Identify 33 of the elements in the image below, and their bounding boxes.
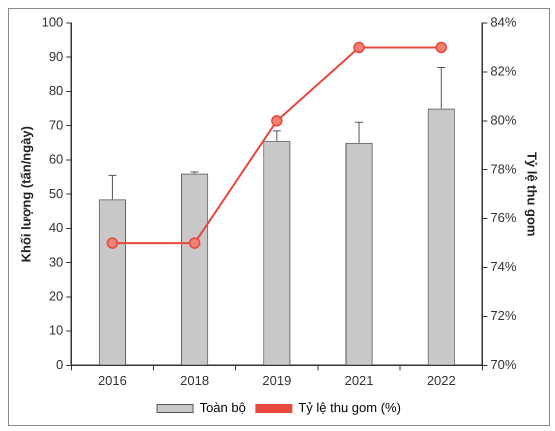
y2-tick-label: 76% (490, 210, 517, 226)
y2-tick-label: 84% (490, 14, 517, 30)
legend-label: Tỷ lệ thu gom (%) (298, 400, 401, 416)
y2-tick-label: 78% (490, 161, 517, 176)
x-tick-label: 2016 (98, 372, 127, 388)
y-tick-label: 0 (56, 356, 64, 372)
y2-axis-title: Tỷ lệ thu gom (524, 152, 540, 236)
y-tick-label: 70 (48, 117, 64, 132)
y-tick-label: 40 (48, 220, 64, 236)
x-tick-label: 2022 (426, 372, 456, 388)
point (436, 42, 448, 54)
x-tick-label: 2018 (180, 372, 210, 388)
y2-tick-label: 72% (490, 308, 517, 324)
y2-tick-label: 82% (490, 63, 517, 78)
legend-label: Toàn bộ (200, 400, 246, 416)
point (188, 237, 200, 249)
y-axis-title: Khối lượng (tấn/ngày) (18, 126, 34, 262)
point (106, 237, 118, 249)
x-tick-label: 2021 (344, 372, 374, 388)
point (353, 42, 365, 54)
y-tick-label: 100 (42, 14, 64, 30)
point (271, 115, 283, 127)
y-tick-label: 50 (48, 186, 64, 201)
y-tick-label: 90 (48, 48, 64, 64)
y2-tick-label: 70% (490, 356, 517, 372)
y-tick-label: 20 (48, 288, 64, 304)
y2-tick-label: 80% (490, 112, 517, 128)
y-tick-label: 80 (48, 83, 64, 98)
x-tick-label: 2019 (262, 372, 292, 388)
y-tick-label: 30 (48, 254, 64, 270)
y-tick-label: 60 (48, 152, 64, 167)
y2-tick-label: 74% (490, 259, 517, 274)
y-tick-label: 10 (48, 322, 64, 338)
